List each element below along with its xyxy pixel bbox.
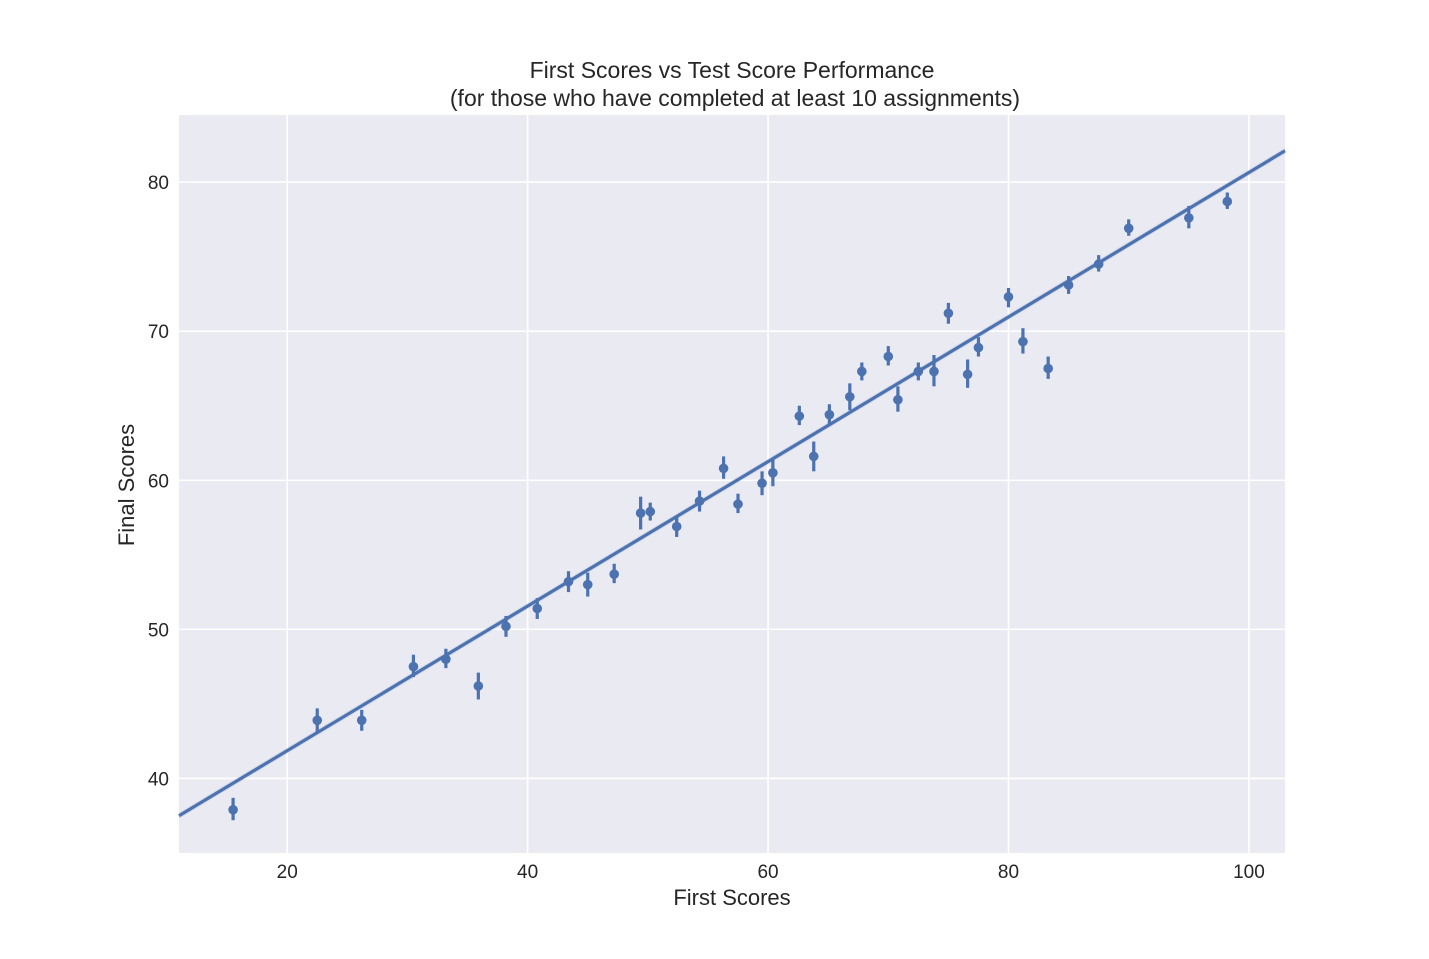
- x-tick-label: 20: [277, 862, 298, 883]
- data-point: [1123, 223, 1134, 234]
- data-point: [473, 681, 484, 691]
- data-point: [768, 468, 778, 478]
- x-tick-label: 80: [998, 862, 1019, 883]
- x-tick-label: 40: [517, 862, 538, 883]
- data-point: [408, 661, 419, 672]
- data-point: [893, 394, 903, 405]
- regression-line-group: [178, 147, 1286, 819]
- data-point: [228, 804, 238, 815]
- data-points: [228, 196, 1233, 815]
- data-point: [857, 366, 867, 377]
- x-tick-label: 60: [757, 862, 778, 883]
- y-tick-label: 70: [148, 322, 169, 343]
- data-point: [808, 451, 819, 462]
- chart-title-line-2: (for those who have completed at least 1…: [450, 85, 1020, 111]
- data-point: [356, 715, 367, 726]
- data-point: [1043, 363, 1053, 374]
- y-axis-label: Final Scores: [114, 424, 139, 546]
- data-point: [883, 351, 894, 362]
- x-axis-label: First Scores: [673, 885, 790, 910]
- data-point: [943, 308, 954, 319]
- y-tick-label: 50: [148, 620, 169, 641]
- data-point: [671, 521, 682, 532]
- data-point: [962, 369, 973, 380]
- data-point: [635, 508, 646, 518]
- grid-lines: [179, 115, 1285, 853]
- regression-line: [178, 149, 1286, 818]
- data-point: [757, 478, 767, 489]
- data-point: [609, 569, 619, 579]
- data-point: [532, 603, 543, 614]
- chart-title-line-1: First Scores vs Test Score Performance: [530, 57, 935, 83]
- data-point: [824, 409, 835, 420]
- data-point: [1184, 213, 1194, 223]
- data-point: [645, 506, 656, 517]
- data-point: [733, 499, 743, 509]
- data-point: [973, 342, 984, 353]
- data-point: [501, 621, 511, 632]
- y-tick-label: 60: [148, 471, 169, 492]
- data-point: [1003, 292, 1014, 302]
- x-tick-label: 100: [1233, 862, 1265, 883]
- data-point: [718, 463, 729, 474]
- data-point: [1018, 336, 1028, 347]
- data-point: [929, 366, 939, 377]
- y-tick-label: 40: [148, 769, 169, 790]
- data-point: [312, 715, 323, 726]
- data-point: [582, 579, 593, 590]
- data-point: [845, 391, 855, 402]
- tick-labels: 20 40 60 80 100 40 50 60 70 80: [148, 173, 1265, 883]
- data-point: [794, 411, 805, 421]
- data-point: [1222, 196, 1233, 207]
- y-tick-label: 80: [148, 173, 169, 194]
